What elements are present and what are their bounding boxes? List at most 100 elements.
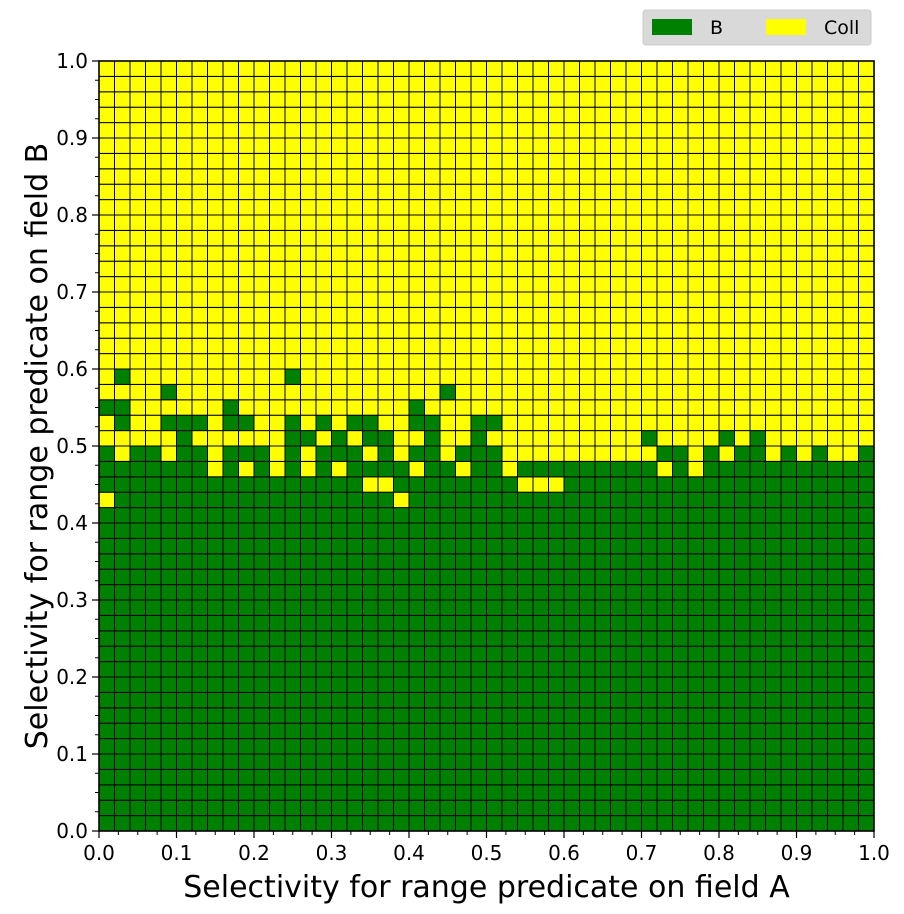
cell-coll [548, 137, 565, 154]
cell-b [718, 599, 735, 616]
cell-coll [455, 152, 472, 170]
cell-b [176, 584, 193, 601]
cell-b [346, 584, 363, 601]
cell-b [703, 584, 720, 601]
cell-b [796, 753, 813, 770]
cell-b [346, 630, 363, 647]
cell-coll [703, 60, 720, 77]
cell-b [579, 553, 596, 570]
cell-coll [641, 306, 658, 324]
cell-coll [765, 322, 782, 339]
cell-b [517, 522, 534, 539]
cell-b [455, 476, 472, 493]
cell-b [796, 630, 813, 647]
cell-coll [470, 106, 487, 124]
cell-coll [765, 152, 782, 170]
cell-coll [362, 337, 379, 355]
cell-coll [253, 260, 270, 278]
cell-b [269, 722, 286, 740]
cell-b [315, 645, 332, 663]
cell-b [563, 753, 580, 770]
cell-coll [749, 152, 766, 170]
cell-b [207, 784, 224, 801]
cell-coll [842, 276, 859, 293]
cell-coll [610, 106, 627, 124]
cell-coll [486, 260, 503, 278]
cell-coll [827, 306, 844, 324]
x-tick-label: 0.6 [548, 841, 580, 865]
cell-b [811, 476, 828, 493]
cell-b [362, 553, 379, 570]
cell-b [780, 722, 797, 740]
cell-coll [594, 353, 611, 370]
cell-b [176, 691, 193, 709]
cell-b [331, 799, 348, 817]
cell-coll [377, 245, 394, 262]
cell-coll [238, 183, 255, 201]
cell-b [129, 476, 146, 493]
cell-coll [377, 122, 394, 139]
cell-coll [315, 291, 332, 308]
cell-b [672, 445, 689, 462]
cell-coll [811, 430, 828, 447]
cell-b [269, 537, 286, 555]
cell-coll [222, 322, 239, 339]
cell-b [145, 784, 162, 801]
cell-coll [377, 399, 394, 416]
cell-b [269, 768, 286, 786]
cell-b [346, 537, 363, 555]
cell-coll [284, 152, 301, 170]
cell-coll [439, 276, 456, 293]
cell-b [98, 445, 115, 462]
cell-coll [532, 337, 549, 355]
x-axis-title: Selectivity for range predicate on field… [183, 870, 790, 905]
cell-coll [780, 168, 797, 185]
cell-b [129, 815, 146, 832]
cell-b [346, 691, 363, 709]
cell-b [377, 445, 394, 462]
cell-b [486, 707, 503, 724]
cell-b [672, 784, 689, 801]
cell-coll [548, 306, 565, 324]
cell-b [517, 815, 534, 832]
cell-b [734, 722, 751, 740]
cell-b [191, 507, 208, 524]
cell-b [594, 768, 611, 786]
legend-swatch-coll [766, 19, 806, 35]
cell-b [176, 522, 193, 539]
cell-b [269, 507, 286, 524]
cell-coll [315, 306, 332, 324]
cell-b [439, 661, 456, 678]
x-tick-label: 0.9 [781, 841, 813, 865]
cell-coll [842, 445, 859, 462]
cell-b [532, 553, 549, 570]
cell-b [532, 676, 549, 693]
cell-b [501, 537, 518, 555]
cell-b [563, 799, 580, 817]
cell-b [811, 630, 828, 647]
cell-coll [858, 229, 875, 247]
cell-coll [594, 199, 611, 216]
cell-coll [114, 245, 131, 262]
cell-coll [191, 383, 208, 401]
cell-coll [749, 183, 766, 201]
cell-coll [176, 75, 193, 93]
cell-coll [362, 137, 379, 154]
cell-coll [672, 337, 689, 355]
cell-b [300, 537, 317, 555]
cell-b [563, 460, 580, 478]
cell-coll [532, 168, 549, 185]
cell-coll [315, 245, 332, 262]
cell-b [300, 738, 317, 755]
cell-b [579, 768, 596, 786]
cell-b [656, 815, 673, 832]
cell-coll [98, 60, 115, 77]
cell-coll [532, 260, 549, 278]
cell-coll [470, 214, 487, 231]
cell-b [672, 676, 689, 693]
cell-coll [656, 229, 673, 247]
cell-b [238, 414, 255, 432]
cell-b [408, 722, 425, 740]
cell-coll [253, 122, 270, 139]
cell-coll [796, 306, 813, 324]
